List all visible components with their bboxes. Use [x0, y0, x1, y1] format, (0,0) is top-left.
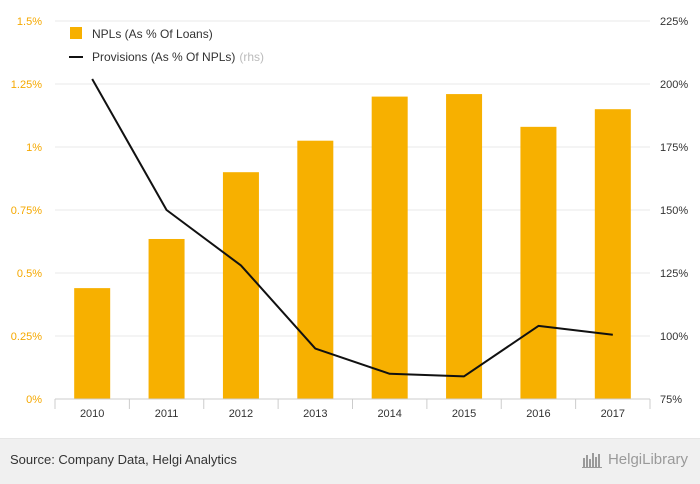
legend-bar-label: NPLs (As % Of Loans) [92, 27, 213, 41]
y-right-tick-label: 225% [660, 16, 688, 28]
x-tick-label: 2017 [601, 408, 625, 420]
x-tick-label: 2013 [303, 408, 327, 420]
bar [297, 140, 334, 399]
y-left-tick-label: 0.5% [17, 268, 42, 280]
x-tick-label: 2010 [80, 408, 104, 420]
provisions-line [91, 78, 613, 378]
y-left-tick-label: 0% [26, 394, 42, 406]
bar [594, 109, 631, 399]
x-tick-label: 2016 [526, 408, 550, 420]
x-tick-label: 2015 [452, 408, 476, 420]
y-right-tick-label: 150% [660, 205, 688, 217]
legend: NPLs (As % Of Loans) Provisions (As % Of… [69, 27, 264, 64]
brand-name: HelgiLibrary [607, 450, 688, 468]
legend-line-name: Provisions (As % Of NPLs) [92, 50, 235, 64]
grid-lines [55, 20, 650, 337]
bar [74, 288, 111, 399]
bar [520, 126, 557, 399]
y-right-tick-label: 175% [660, 142, 688, 154]
source-text: Source: Company Data, Helgi Analytics [10, 452, 237, 467]
y-right-tick-label: 125% [660, 268, 688, 280]
bar-series [74, 94, 631, 399]
y-left-tick-label: 1% [26, 142, 42, 154]
footer: Source: Company Data, Helgi Analytics He… [0, 438, 700, 484]
y-left-tick-label: 1.25% [11, 79, 42, 91]
bar [371, 96, 408, 399]
y-right-tick-label: 75% [660, 394, 682, 406]
bar [446, 94, 483, 399]
library-icon [581, 453, 602, 468]
line-series [91, 78, 613, 378]
x-tick-label: 2011 [155, 408, 179, 420]
x-tick-label: 2014 [377, 408, 401, 420]
brand-logo: HelgiLibrary [581, 450, 688, 468]
y-left-tick-label: 1.5% [17, 16, 42, 28]
y-right-tick-label: 200% [660, 79, 688, 91]
legend-line-label: Provisions (As % Of NPLs) (rhs) [92, 50, 264, 64]
bar [222, 172, 259, 399]
x-tick-label: 2012 [229, 408, 253, 420]
legend-line-suffix: (rhs) [239, 50, 264, 64]
y-left-tick-label: 0.75% [11, 205, 42, 217]
axes: 0% 0.25% 0.5% 0.75% 1% 1.25% 1.5% 75% 100% 125% 15… [11, 16, 689, 420]
bar [148, 238, 185, 399]
y-right-tick-label: 100% [660, 331, 688, 343]
legend-bar-swatch [70, 27, 82, 39]
y-left-tick-label: 0.25% [11, 331, 42, 343]
combo-chart: 0% 0.25% 0.5% 0.75% 1% 1.25% 1.5% 75% 100% 125% 15… [11, 16, 689, 420]
